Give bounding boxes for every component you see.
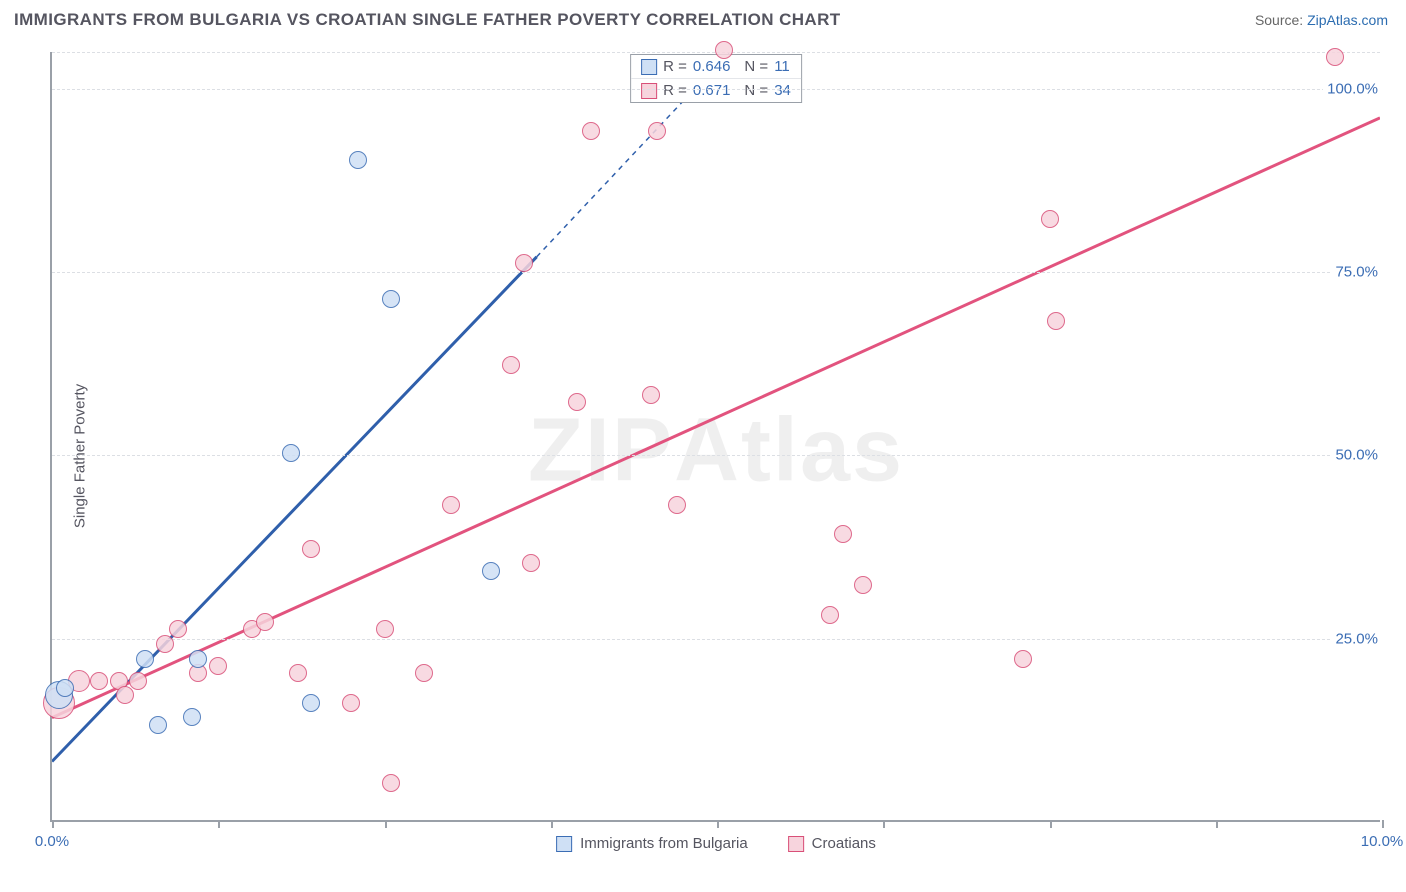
scatter-point <box>382 774 400 792</box>
gridline-h <box>52 455 1380 456</box>
scatter-point <box>382 290 400 308</box>
scatter-point <box>342 694 360 712</box>
scatter-point <box>136 650 154 668</box>
scatter-point <box>568 393 586 411</box>
legend-series-item: Immigrants from Bulgaria <box>556 835 748 852</box>
scatter-point <box>376 620 394 638</box>
source-link[interactable]: ZipAtlas.com <box>1307 12 1388 28</box>
scatter-point <box>156 635 174 653</box>
scatter-point <box>289 664 307 682</box>
x-tick-mark <box>1216 820 1218 828</box>
scatter-point <box>442 496 460 514</box>
scatter-point <box>149 716 167 734</box>
source-prefix: Source: <box>1255 12 1307 28</box>
x-tick-mark <box>551 820 553 828</box>
scatter-point <box>189 650 207 668</box>
scatter-point <box>302 540 320 558</box>
legend-n-value: 34 <box>774 82 791 99</box>
scatter-point <box>209 657 227 675</box>
scatter-point <box>1014 650 1032 668</box>
legend-correlation-box: R = 0.646 N = 11 R = 0.671 N = 34 <box>630 54 802 103</box>
scatter-point <box>502 356 520 374</box>
scatter-point <box>256 613 274 631</box>
x-tick-mark <box>717 820 719 828</box>
legend-correlation-row: R = 0.646 N = 11 <box>631 55 801 78</box>
scatter-point <box>116 686 134 704</box>
legend-r-value: 0.646 <box>693 58 731 75</box>
watermark-text: ZIPAtlas <box>528 400 904 503</box>
chart-title: IMMIGRANTS FROM BULGARIA VS CROATIAN SIN… <box>14 10 841 30</box>
scatter-point <box>183 708 201 726</box>
scatter-point <box>349 151 367 169</box>
scatter-point <box>522 554 540 572</box>
scatter-point <box>1326 48 1344 66</box>
legend-r-label: R = <box>663 82 687 99</box>
x-tick-mark <box>52 820 54 828</box>
y-tick-label: 100.0% <box>1323 80 1382 97</box>
scatter-point <box>582 122 600 140</box>
scatter-point <box>129 672 147 690</box>
legend-series-item: Croatians <box>788 835 876 852</box>
scatter-point <box>482 562 500 580</box>
legend-series-label: Croatians <box>812 835 876 852</box>
scatter-point <box>282 444 300 462</box>
legend-r-value: 0.671 <box>693 82 731 99</box>
scatter-point <box>90 672 108 690</box>
scatter-point <box>1041 210 1059 228</box>
scatter-point <box>1047 312 1065 330</box>
legend-swatch <box>788 836 804 852</box>
gridline-h <box>52 639 1380 640</box>
chart-container: Single Father Poverty ZIPAtlas R =0.646N… <box>0 32 1406 880</box>
legend-series: Immigrants from Bulgaria Croatians <box>556 835 876 852</box>
legend-swatch <box>641 83 657 99</box>
legend-n-label: N = <box>744 58 768 75</box>
x-tick-mark <box>1382 820 1384 828</box>
scatter-point <box>715 41 733 59</box>
x-tick-mark <box>218 820 220 828</box>
scatter-point <box>821 606 839 624</box>
y-tick-label: 25.0% <box>1331 630 1382 647</box>
scatter-point <box>854 576 872 594</box>
legend-series-label: Immigrants from Bulgaria <box>580 835 748 852</box>
x-tick-mark <box>385 820 387 828</box>
trend-lines <box>52 52 1380 820</box>
legend-swatch <box>641 59 657 75</box>
chart-header: IMMIGRANTS FROM BULGARIA VS CROATIAN SIN… <box>0 0 1406 32</box>
y-tick-label: 75.0% <box>1331 264 1382 281</box>
legend-correlation-row: R = 0.671 N = 34 <box>631 78 801 102</box>
chart-source: Source: ZipAtlas.com <box>1255 12 1388 28</box>
scatter-point <box>169 620 187 638</box>
scatter-point <box>648 122 666 140</box>
plot-area: ZIPAtlas R =0.646N =11R =0.671N =34 Immi… <box>50 52 1380 822</box>
legend-swatch <box>556 836 572 852</box>
gridline-h <box>52 272 1380 273</box>
x-tick-label: 10.0% <box>1361 833 1404 850</box>
x-tick-mark <box>883 820 885 828</box>
scatter-point <box>668 496 686 514</box>
x-tick-mark <box>1050 820 1052 828</box>
scatter-point <box>302 694 320 712</box>
gridline-h <box>52 89 1380 90</box>
legend-r-label: R = <box>663 58 687 75</box>
legend-n-value: 11 <box>774 58 790 75</box>
scatter-point <box>642 386 660 404</box>
scatter-point <box>834 525 852 543</box>
scatter-point <box>415 664 433 682</box>
legend-n-label: N = <box>744 82 768 99</box>
y-tick-label: 50.0% <box>1331 447 1382 464</box>
scatter-point <box>56 679 74 697</box>
x-tick-label: 0.0% <box>35 833 69 850</box>
scatter-point <box>515 254 533 272</box>
